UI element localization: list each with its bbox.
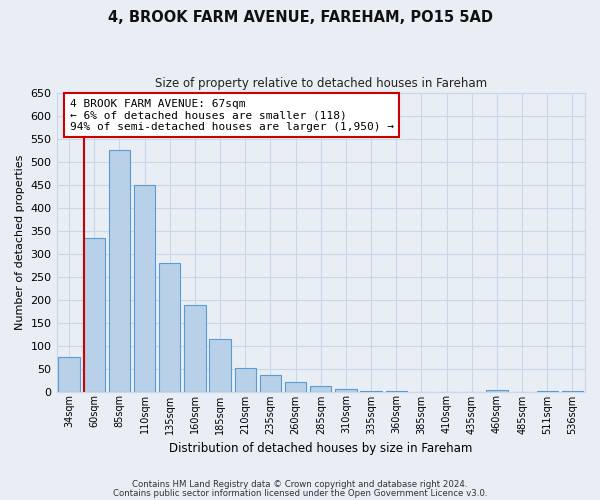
Bar xyxy=(536,390,558,392)
Bar xyxy=(134,185,155,392)
Bar xyxy=(562,390,583,392)
Bar xyxy=(486,390,508,392)
Bar xyxy=(361,390,382,392)
Bar xyxy=(285,382,307,392)
Text: Contains public sector information licensed under the Open Government Licence v3: Contains public sector information licen… xyxy=(113,488,487,498)
Text: Contains HM Land Registry data © Crown copyright and database right 2024.: Contains HM Land Registry data © Crown c… xyxy=(132,480,468,489)
Bar xyxy=(235,368,256,392)
Bar xyxy=(109,150,130,392)
Title: Size of property relative to detached houses in Fareham: Size of property relative to detached ho… xyxy=(155,78,487,90)
Text: 4 BROOK FARM AVENUE: 67sqm
← 6% of detached houses are smaller (118)
94% of semi: 4 BROOK FARM AVENUE: 67sqm ← 6% of detac… xyxy=(70,98,394,132)
Bar xyxy=(83,238,105,392)
Bar xyxy=(310,386,331,392)
X-axis label: Distribution of detached houses by size in Fareham: Distribution of detached houses by size … xyxy=(169,442,472,455)
Bar xyxy=(335,389,356,392)
Bar xyxy=(159,263,181,392)
Bar xyxy=(260,374,281,392)
Bar xyxy=(58,357,80,392)
Text: 4, BROOK FARM AVENUE, FAREHAM, PO15 5AD: 4, BROOK FARM AVENUE, FAREHAM, PO15 5AD xyxy=(107,10,493,25)
Bar xyxy=(184,305,206,392)
Y-axis label: Number of detached properties: Number of detached properties xyxy=(15,154,25,330)
Bar xyxy=(209,338,231,392)
